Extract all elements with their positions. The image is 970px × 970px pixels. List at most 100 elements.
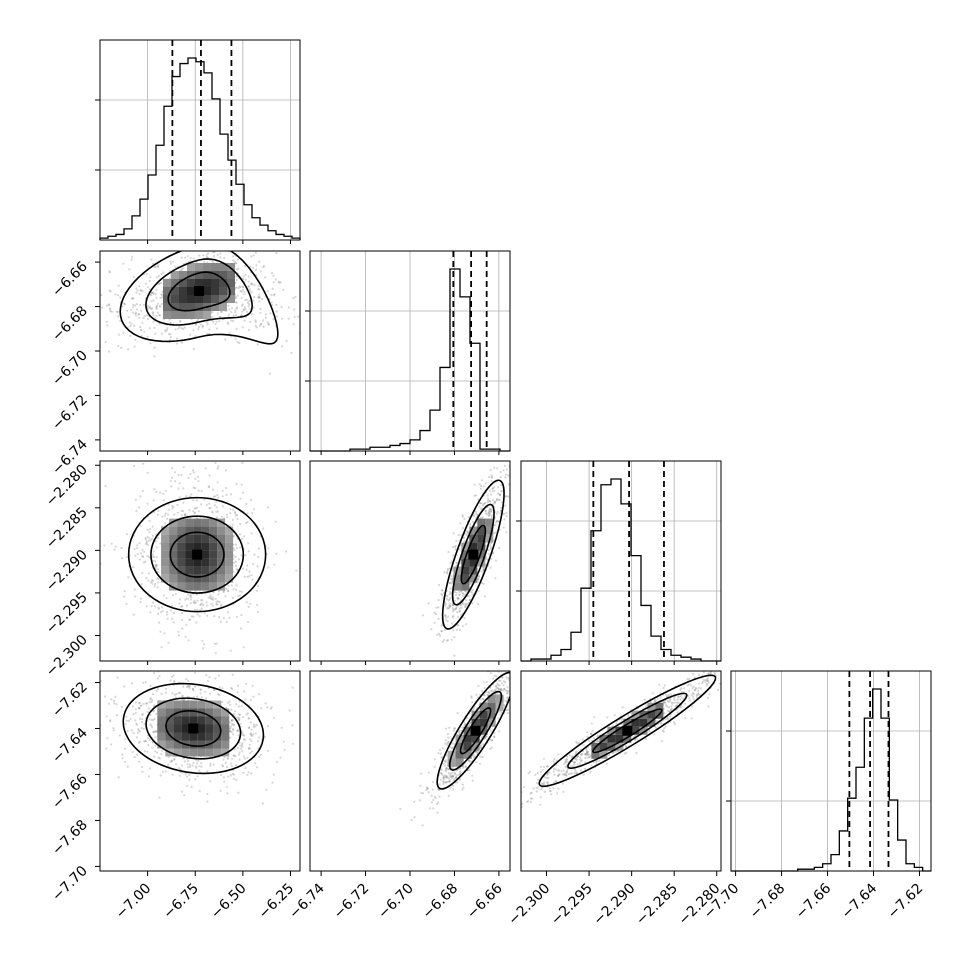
scatter-point	[447, 568, 450, 571]
scatter-point	[121, 557, 124, 560]
scatter-point	[123, 685, 126, 688]
scatter-point	[487, 553, 490, 556]
scatter-point	[458, 729, 461, 733]
scatter-point	[436, 633, 439, 636]
contour-line	[459, 707, 492, 755]
scatter-point	[250, 282, 253, 285]
scatter-point	[442, 778, 445, 781]
density-cell	[201, 582, 210, 591]
scatter-point	[133, 588, 136, 591]
scatter-point	[225, 706, 228, 710]
scatter-point	[185, 685, 189, 689]
scatter-point	[241, 303, 244, 306]
scatter-point	[206, 604, 209, 607]
scatter-point	[156, 577, 159, 580]
scatter-point	[198, 615, 201, 618]
scatter-point	[566, 755, 569, 758]
scatter-point	[706, 679, 710, 683]
scatter-content	[399, 671, 510, 827]
scatter-point	[204, 467, 207, 470]
density-peak	[194, 286, 205, 296]
scatter-point	[243, 264, 247, 268]
density-cell	[193, 542, 202, 551]
scatter-point	[132, 275, 135, 278]
scatter-point	[239, 747, 243, 750]
density-cell	[225, 534, 234, 543]
scatter-point	[454, 546, 457, 549]
scatter-point	[220, 773, 223, 777]
scatter-point	[444, 603, 448, 606]
scatter-point	[143, 550, 146, 554]
scatter-point	[474, 494, 477, 497]
scatter-point	[147, 579, 150, 582]
scatter-point	[505, 676, 508, 679]
scatter-point	[692, 698, 695, 701]
density-cell	[463, 742, 472, 751]
scatter-point	[197, 510, 200, 513]
scatter-point	[146, 318, 149, 321]
scatter-point	[455, 774, 458, 777]
density-cell	[209, 526, 218, 535]
scatter-point	[238, 718, 241, 721]
contour-line	[122, 682, 265, 775]
scatter-point	[138, 292, 141, 296]
scatter-point	[499, 679, 502, 682]
scatter-point	[158, 607, 161, 610]
scatter-point	[434, 796, 437, 800]
scatter-point	[154, 566, 158, 569]
scatter-point	[187, 679, 190, 682]
scatter-point	[485, 735, 488, 738]
scatter-point	[445, 727, 448, 730]
scatter-point	[505, 696, 509, 699]
scatter-point	[215, 506, 218, 509]
scatter-content	[100, 671, 295, 805]
scatter-point	[500, 710, 503, 713]
scatter-point	[445, 780, 449, 784]
scatter-point	[510, 475, 512, 477]
scatter-point	[489, 686, 492, 689]
density-cell	[485, 518, 494, 527]
scatter-point	[449, 772, 452, 775]
scatter-point	[147, 707, 150, 710]
scatter-point	[150, 724, 153, 727]
scatter-point	[170, 604, 174, 607]
scatter-point	[134, 719, 137, 722]
scatter-point	[174, 328, 177, 331]
scatter-point	[124, 722, 127, 725]
scatter-point	[208, 474, 211, 477]
scatter-point	[229, 730, 232, 733]
scatter-point	[457, 596, 460, 600]
scatter-point	[580, 753, 583, 756]
density-cell	[187, 311, 195, 319]
scatter-point	[208, 676, 211, 679]
scatter-point	[255, 589, 258, 592]
scatter-point	[198, 790, 201, 793]
scatter-point	[247, 275, 250, 278]
scatter-point	[497, 687, 500, 690]
scatter-point	[152, 730, 155, 733]
scatter-point	[489, 468, 492, 472]
scatter-point	[271, 287, 274, 290]
scatter-point	[144, 560, 147, 563]
scatter-point	[103, 695, 107, 698]
scatter-point	[186, 784, 189, 787]
density-cell	[197, 724, 206, 733]
scatter-point	[455, 606, 458, 609]
scatter-point	[214, 652, 217, 655]
density-cell	[195, 311, 203, 319]
scatter-point	[458, 610, 461, 613]
scatter-point	[139, 552, 143, 555]
scatter-point	[486, 494, 489, 497]
scatter-point	[485, 513, 488, 516]
histogram-panel	[95, 39, 301, 241]
scatter-point	[235, 307, 238, 310]
density-peak	[192, 549, 203, 560]
scatter-point	[656, 697, 659, 700]
scatter-point	[194, 601, 197, 605]
scatter-point	[500, 484, 503, 487]
scatter-point	[465, 533, 468, 537]
scatter-point	[191, 469, 195, 472]
scatter-point	[244, 245, 246, 247]
scatter-point	[233, 754, 236, 757]
scatter-point	[251, 511, 254, 515]
